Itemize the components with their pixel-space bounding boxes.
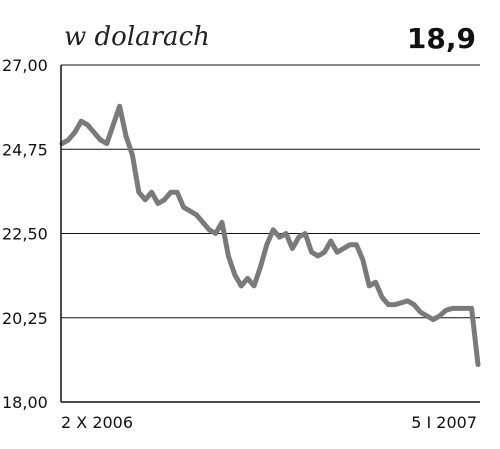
chart-title: w dolarach	[64, 22, 210, 52]
gridlines	[61, 64, 480, 319]
y-tick-label: 20,25	[2, 309, 48, 328]
y-tick-label: 22,50	[2, 225, 48, 244]
series	[59, 103, 481, 368]
x-tick-labels: 2 X 2006 5 I 2007	[61, 413, 477, 432]
y-tick-label: 18,00	[2, 393, 48, 412]
x-tick-label: 5 I 2007	[411, 413, 477, 432]
price-series-line	[59, 103, 481, 368]
y-tick-labels: 27,00 24,75 22,50 20,25 18,00	[2, 56, 48, 412]
y-tick-label: 24,75	[2, 140, 48, 159]
current-price-value: 18,9	[407, 22, 476, 55]
y-tick-label: 27,00	[2, 56, 48, 75]
x-tick-label: 2 X 2006	[61, 413, 133, 432]
